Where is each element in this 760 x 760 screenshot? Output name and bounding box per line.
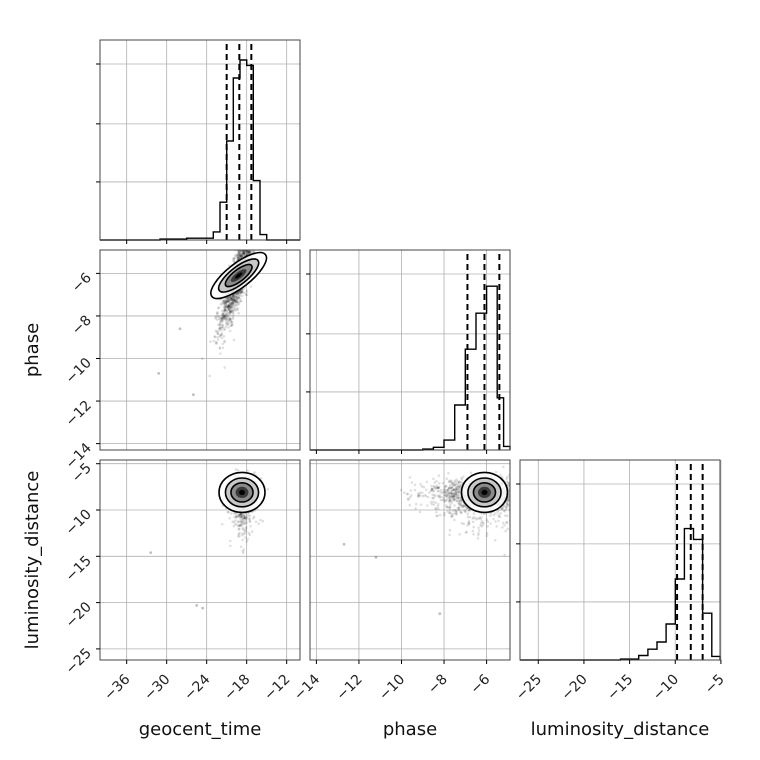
outlier-point (438, 612, 442, 616)
x-tick-label-phase: −8 (425, 672, 451, 698)
y-tick-label: −12 (63, 398, 95, 430)
panel-frame (309, 249, 511, 451)
x-axis-label-geocent-time: geocent_time (139, 719, 262, 740)
y-tick-label: −6 (69, 270, 95, 296)
scatter-points (342, 465, 510, 616)
panel-hist-geocent-time (100, 40, 300, 241)
x-tick-label-luminosity-distance: −5 (702, 672, 728, 698)
panel-frame (309, 459, 511, 661)
panel-frame (519, 459, 721, 661)
histogram-phase (310, 285, 511, 451)
x-tick-label-phase: −12 (334, 672, 366, 704)
contour-line-2 (472, 482, 497, 503)
x-tick-label-phase: −6 (468, 671, 494, 697)
outlier-point (149, 551, 153, 554)
contour-line-0 (218, 471, 266, 514)
contour-line-1 (467, 477, 502, 508)
y-tick-label: −10 (63, 355, 95, 387)
contour-line-1 (224, 477, 260, 508)
x-tick-label-luminosity-distance: −15 (604, 672, 636, 704)
y-axis-label-phase: phase (22, 323, 43, 377)
x-tick-label-phase: −14 (291, 671, 323, 703)
x-tick-label-luminosity-distance: −10 (650, 672, 682, 704)
density-level-4 (481, 489, 488, 496)
contour-line-1 (217, 258, 260, 293)
density-level-4 (235, 272, 243, 279)
x-tick-label-luminosity-distance: −20 (559, 672, 591, 704)
panel-scatter-phase-luminosity-distance (310, 460, 510, 660)
panel-hist-phase (310, 250, 511, 451)
histogram-luminosity-distance (520, 527, 721, 661)
histogram-geocent-time (100, 59, 300, 241)
y-tick-label: −10 (63, 507, 95, 539)
y-axis-label-luminosity-distance: luminosity_distance (22, 471, 43, 650)
outlier-point (342, 542, 346, 546)
x-tick-label-geocent-time: −30 (141, 672, 173, 704)
y-tick-label: −20 (63, 599, 95, 631)
x-axis-label-luminosity-distance: luminosity_distance (531, 719, 710, 740)
x-tick-label-geocent-time: −24 (181, 671, 213, 703)
panel-scatter-geocent-time-phase (100, 250, 300, 450)
outlier-point (191, 393, 195, 397)
contour-line-2 (224, 263, 253, 288)
panel-frame (99, 459, 301, 661)
contour-line-2 (230, 482, 254, 503)
outlier-point (201, 606, 205, 610)
panel-scatter-geocent-time-luminosity-distance (100, 460, 300, 660)
y-tick-label: −8 (69, 312, 95, 338)
y-tick-label: −15 (63, 553, 95, 585)
x-tick-label-phase: −10 (376, 672, 408, 704)
panel-hist-luminosity-distance (520, 460, 722, 661)
panel-frame (99, 39, 301, 241)
x-tick-label-geocent-time: −12 (261, 672, 293, 704)
outlier-point (157, 372, 161, 375)
outlier-point (374, 555, 378, 559)
x-tick-label-luminosity-distance: −25 (513, 672, 545, 704)
outlier-point (178, 327, 182, 331)
density-level-4 (239, 489, 245, 496)
y-tick-label: −25 (63, 645, 95, 677)
x-tick-label-geocent-time: −36 (101, 671, 133, 703)
x-axis-label-phase: phase (383, 719, 437, 740)
outlier-point (417, 494, 420, 498)
contour-line-0 (210, 251, 268, 300)
contour-line-0 (460, 471, 509, 514)
panel-frame (99, 249, 301, 451)
outlier-point (195, 603, 199, 607)
x-tick-label-geocent-time: −18 (221, 672, 253, 704)
